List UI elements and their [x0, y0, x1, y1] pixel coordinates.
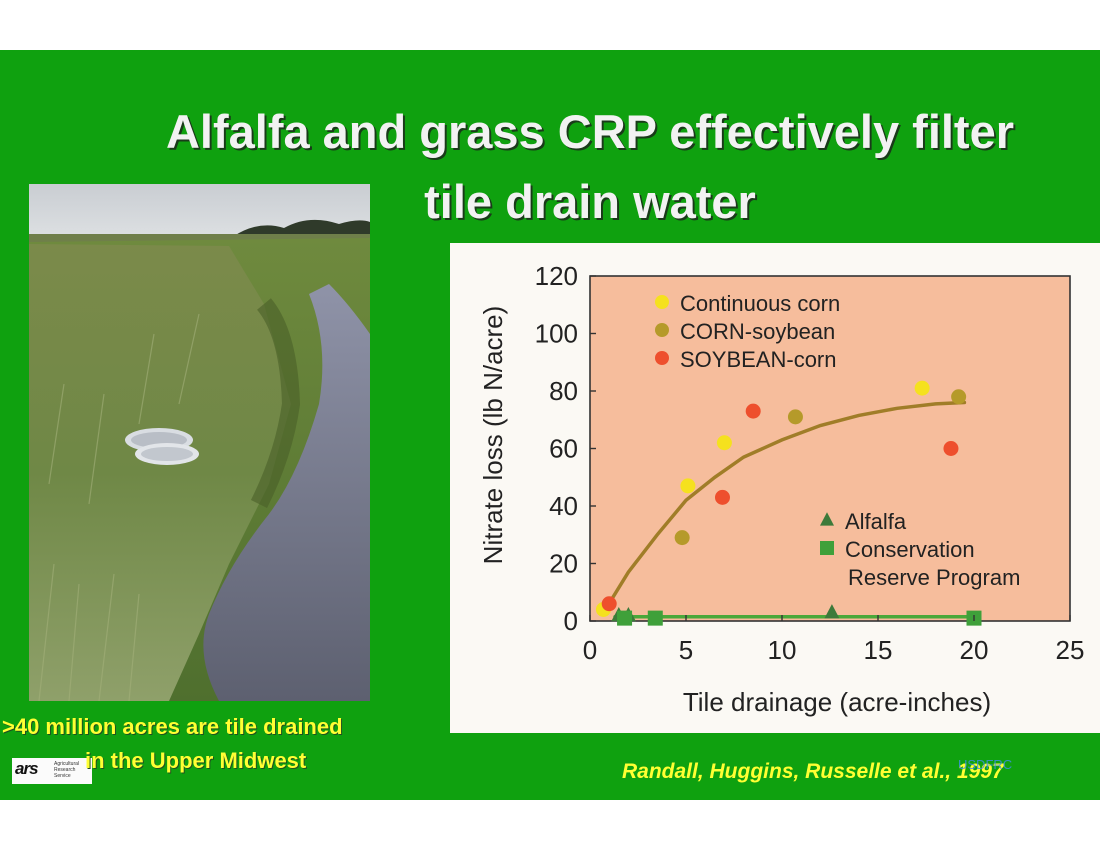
legend-marker-bottom-1 [820, 541, 834, 555]
legend-label-top-2: SOYBEAN-corn [680, 347, 837, 372]
data-point-1-1 [787, 409, 803, 425]
legend-label-bottom-0: Alfalfa [845, 509, 907, 534]
x-axis-label: Tile drainage (acre-inches) [683, 687, 991, 717]
ars-logo-text: Agricultural Research Service [54, 761, 80, 779]
ars-logo-mark: ars [15, 759, 39, 778]
x-tick-label-1: 5 [679, 635, 693, 665]
data-point-4-0 [617, 610, 633, 626]
data-point-4-1 [647, 610, 663, 626]
data-point-2-0 [601, 596, 617, 612]
legend-marker-top-2 [655, 351, 669, 365]
citation: Randall, Huggins, Russelle et al., 1997 [622, 760, 1004, 783]
plot-area [589, 275, 1071, 622]
legend-label-bottom-1: Conservation [845, 537, 975, 562]
caption-line2: in the Upper Midwest [85, 748, 307, 773]
x-tick-label-0: 0 [583, 635, 597, 665]
legend-marker-bottom-0 [820, 512, 834, 526]
x-tick-label-2: 10 [768, 635, 797, 665]
y-axis-label: Nitrate loss (lb N/acre) [478, 306, 508, 565]
y-tick-label-3: 60 [549, 434, 578, 464]
y-tick-label-4: 80 [549, 376, 578, 406]
data-point-0-3 [914, 380, 930, 396]
slide-title-line2: tile drain water [424, 175, 756, 228]
x-tick-label-3: 15 [864, 635, 893, 665]
trend-line-0 [603, 400, 967, 612]
legend-marker-top-0 [655, 295, 669, 309]
data-point-0-1 [680, 478, 696, 494]
legend-label-top-1: CORN-soybean [680, 319, 835, 344]
data-point-2-1 [714, 489, 730, 505]
ars-logo: ars Agricultural Research Service [12, 758, 92, 784]
legend-label-top-0: Continuous corn [680, 291, 840, 316]
nitrate-loss-chart: 0 5 10 15 20 25 0 20 40 60 80 100 120 Continuous cor… [450, 243, 1100, 733]
data-point-3-2 [824, 604, 840, 619]
data-point-0-2 [716, 435, 732, 451]
data-point-2-3 [943, 441, 959, 456]
y-tick-label-0: 0 [564, 606, 578, 636]
data-point-1-0 [674, 530, 690, 546]
watermark: USDFRC [958, 757, 1013, 772]
legend-label-bottom-2: Reserve Program [848, 565, 1020, 590]
y-tick-label-2: 40 [549, 491, 578, 521]
slide: Alfalfa and grass CRP effectively filter… [0, 50, 1100, 800]
y-tick-label-6: 120 [535, 261, 578, 291]
y-tick-label-1: 20 [549, 549, 578, 579]
legend-marker-top-1 [655, 323, 669, 337]
drainage-ditch-photo [29, 184, 370, 701]
x-tick-label-5: 25 [1056, 635, 1085, 665]
data-point-2-2 [745, 403, 761, 419]
y-tick-label-5: 100 [535, 319, 578, 349]
data-point-1-2 [951, 389, 967, 405]
x-tick-label-4: 20 [960, 635, 989, 665]
slide-title-line1: Alfalfa and grass CRP effectively filter [165, 105, 1015, 158]
caption-line1: >40 million acres are tile drained [2, 714, 343, 739]
